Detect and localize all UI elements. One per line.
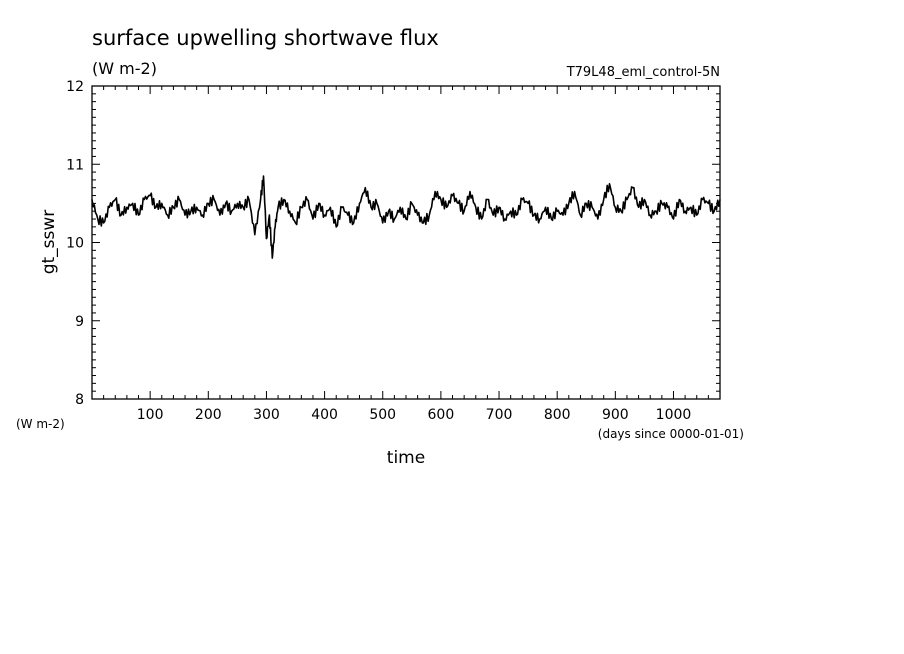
x-tick-label: 200 (195, 407, 222, 423)
y-axis-units: (W m-2) (16, 417, 65, 431)
chart-title: surface upwelling shortwave flux (92, 26, 439, 50)
x-tick-label: 1000 (656, 407, 692, 423)
y-axis-label: gt_sswr (39, 210, 59, 275)
x-tick-label: 800 (544, 407, 571, 423)
y-tick-label: 10 (66, 236, 84, 252)
y-tick-label: 11 (66, 157, 84, 173)
x-tick-label: 400 (311, 407, 338, 423)
x-tick-label: 100 (137, 407, 164, 423)
chart-title-units: (W m-2) (92, 59, 157, 78)
x-tick-label: 500 (369, 407, 396, 423)
x-tick-label: 600 (428, 407, 455, 423)
plot-frame (91, 85, 721, 400)
x-tick-label: 900 (602, 407, 629, 423)
y-tick-label: 8 (75, 392, 84, 408)
run-label: T79L48_eml_control-5N (566, 65, 720, 80)
x-axis-label: time (387, 448, 425, 468)
x-tick-label: 700 (486, 407, 513, 423)
y-tick-label: 12 (66, 79, 84, 95)
tick-labels: 100 200 300 400 500 600 700 800 900 1000 8 9 10 11 12 (66, 79, 691, 423)
axis-ticks (92, 85, 720, 400)
x-axis-units: (days since 0000-01-01) (598, 427, 744, 441)
x-tick-label: 300 (253, 407, 280, 423)
series-line (91, 175, 721, 259)
y-tick-label: 9 (75, 314, 84, 330)
